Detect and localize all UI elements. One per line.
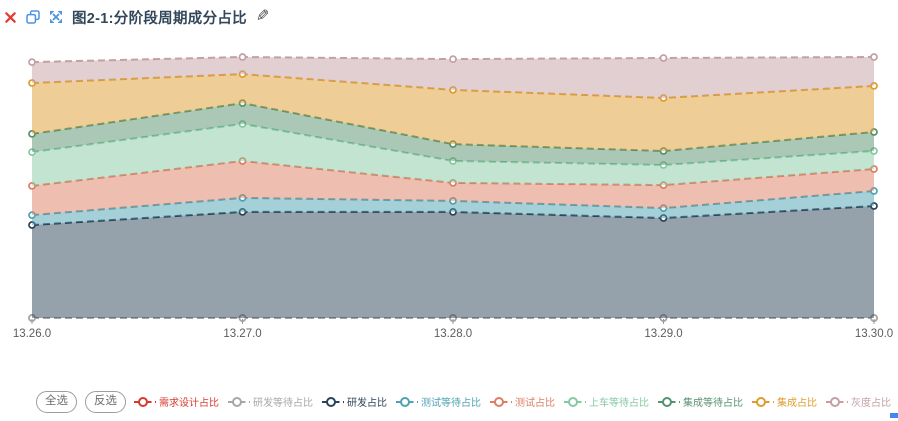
legend-item-0[interactable]: 需求设计占比 <box>134 394 219 409</box>
data-point[interactable] <box>449 55 457 63</box>
x-axis-label: 13.26.0 <box>13 328 51 340</box>
area-band-7 <box>32 74 874 151</box>
data-point[interactable] <box>870 53 878 61</box>
chart-legend: 全选 反选 需求设计占比 研发等待占比 研发占比 测试等待占比 测试占比 上车等待占比 集成… <box>36 391 892 413</box>
legend-item-label: 研发等待占比 <box>253 398 313 410</box>
chart-header: 图2-1:分阶段周期成分占比 ✎ <box>4 6 269 28</box>
data-point[interactable] <box>659 54 668 62</box>
series-marker-icon <box>490 396 512 407</box>
select-all-button[interactable]: 全选 <box>36 391 77 413</box>
legend-item-8[interactable]: 灰度占比 <box>826 394 891 409</box>
series-marker-icon <box>658 396 680 407</box>
series-marker-icon <box>396 396 418 407</box>
close-icon[interactable] <box>4 11 17 24</box>
legend-item-label: 集成等待占比 <box>683 398 743 410</box>
legend-item-3[interactable]: 测试等待占比 <box>396 394 481 409</box>
legend-item-4[interactable]: 测试占比 <box>490 394 555 409</box>
area-band-2 <box>32 206 874 318</box>
legend-item-label: 测试等待占比 <box>421 398 481 410</box>
legend-item-label: 集成占比 <box>777 398 817 410</box>
fullscreen-icon[interactable] <box>49 10 63 24</box>
series-marker-icon <box>826 396 848 407</box>
legend-item-label: 上车等待占比 <box>589 398 649 410</box>
area-band-6 <box>32 103 874 165</box>
legend-item-2[interactable]: 研发占比 <box>322 394 387 409</box>
series-line-5 <box>31 122 875 167</box>
invert-selection-button[interactable]: 反选 <box>85 391 126 413</box>
resize-handle[interactable] <box>890 413 898 418</box>
legend-item-1[interactable]: 研发等待占比 <box>228 394 313 409</box>
copy-icon[interactable] <box>26 10 40 24</box>
area-band-4 <box>32 161 874 216</box>
chart-title: 图2-1:分阶段周期成分占比 <box>72 10 247 27</box>
series-marker-icon <box>228 396 250 407</box>
legend-item-label: 研发占比 <box>347 398 387 410</box>
legend-item-6[interactable]: 集成等待占比 <box>658 394 743 409</box>
series-marker-icon <box>322 396 344 407</box>
data-point[interactable] <box>28 58 36 66</box>
x-axis-label: 13.29.0 <box>644 328 682 340</box>
area-band-8 <box>32 57 874 98</box>
legend-item-label: 灰度占比 <box>851 398 891 410</box>
series-line-6 <box>31 102 875 153</box>
edit-icon[interactable]: ✎ <box>256 8 270 25</box>
data-point[interactable] <box>238 53 247 61</box>
series-marker-icon <box>134 396 156 407</box>
series-marker-icon <box>564 396 586 407</box>
legend-item-7[interactable]: 集成占比 <box>752 394 817 409</box>
legend-item-label: 需求设计占比 <box>159 398 219 410</box>
legend-items: 需求设计占比 研发等待占比 研发占比 测试等待占比 测试占比 上车等待占比 集成等待占比 集成… <box>134 394 891 409</box>
legend-item-label: 测试占比 <box>515 398 555 410</box>
area-band-5 <box>32 124 874 186</box>
legend-item-5[interactable]: 上车等待占比 <box>564 394 649 409</box>
stacked-area-chart[interactable]: 13.26.0 13.27.0 13.28.0 13.29.0 13.30.0 <box>0 40 898 352</box>
x-axis-label: 13.27.0 <box>223 328 261 340</box>
x-axis-label: 13.30.0 <box>855 328 893 340</box>
series-marker-icon <box>752 396 774 407</box>
x-axis-label: 13.28.0 <box>434 328 472 340</box>
